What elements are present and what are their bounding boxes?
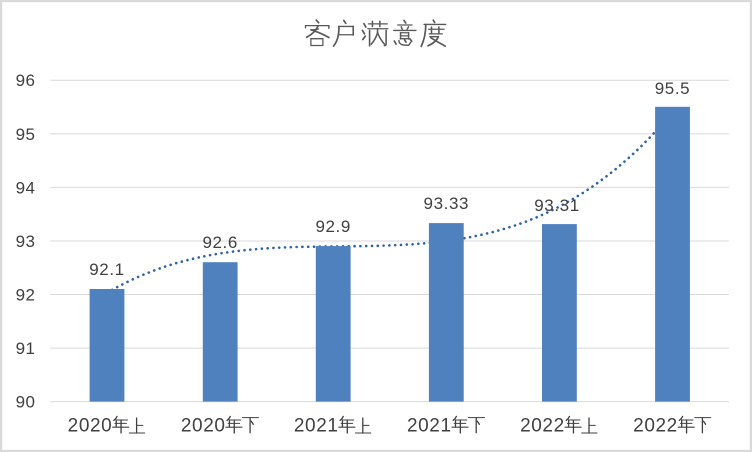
svg-text:2021: 2021 <box>294 416 339 437</box>
svg-text:92.6: 92.6 <box>202 233 238 252</box>
svg-text:90: 90 <box>16 393 36 412</box>
svg-text:2022: 2022 <box>520 416 565 437</box>
svg-text:94: 94 <box>16 178 36 197</box>
svg-text:95: 95 <box>16 125 36 144</box>
svg-text:2020: 2020 <box>68 416 113 437</box>
svg-text:92.1: 92.1 <box>89 260 125 279</box>
svg-text:92: 92 <box>16 285 36 304</box>
svg-text:95.5: 95.5 <box>655 79 691 98</box>
svg-text:93: 93 <box>16 232 36 251</box>
svg-text:2021: 2021 <box>407 416 452 437</box>
svg-text:93.31: 93.31 <box>534 196 580 215</box>
svg-text:96: 96 <box>16 71 36 90</box>
svg-text:91: 91 <box>16 339 36 358</box>
svg-text:92.9: 92.9 <box>315 217 351 236</box>
svg-text:93.33: 93.33 <box>424 194 470 213</box>
svg-text:2022: 2022 <box>633 416 678 437</box>
svg-text:2020: 2020 <box>181 416 226 437</box>
